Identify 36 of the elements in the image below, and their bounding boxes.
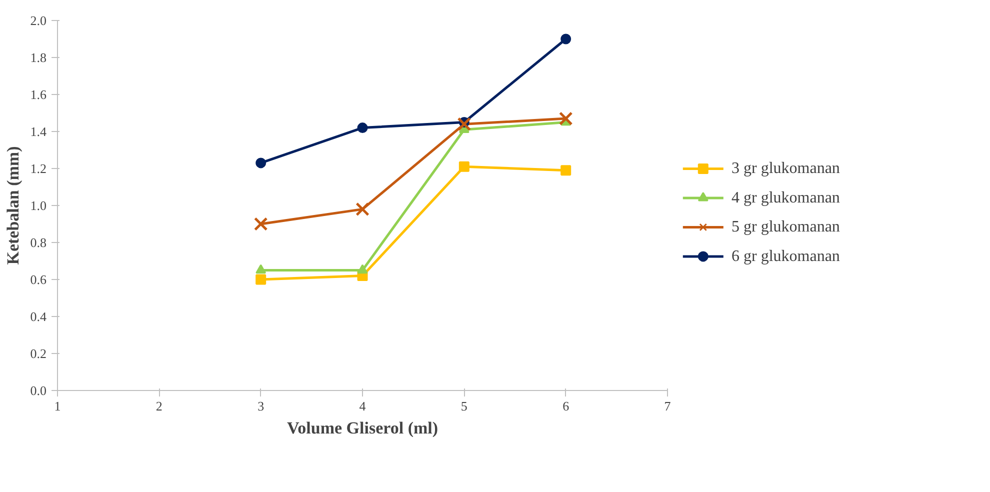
point	[560, 165, 572, 176]
point	[357, 264, 368, 274]
legend-label: 6 gr glukomanan	[732, 248, 840, 265]
point	[256, 274, 266, 285]
point	[458, 161, 470, 172]
y-tick-label: 0.6	[30, 272, 47, 287]
y-tick-label: 0.4	[30, 309, 47, 324]
y-tick-label: 0.0	[30, 383, 46, 398]
point	[558, 112, 573, 126]
y-tick-label: 1.4	[30, 124, 47, 139]
point	[457, 117, 472, 132]
point	[357, 122, 368, 134]
x-axis-title: Volume Gliserol (ml)	[286, 418, 438, 438]
legend-label: 4 gr glukomanan	[732, 189, 840, 206]
y-tick-label: 0.2	[30, 346, 46, 361]
y-tick-label: 2.0	[30, 13, 46, 28]
point	[356, 202, 370, 216]
point	[560, 34, 572, 44]
x-tick-label: 7	[664, 398, 672, 414]
y-tick-label: 0.8	[30, 235, 46, 250]
y-tick-label: 1.6	[30, 87, 47, 102]
point	[256, 158, 266, 168]
y-tick-label: 1.8	[30, 50, 46, 65]
x-tick-label: 6	[562, 398, 570, 414]
legend-label: 5 gr glukomanan	[732, 218, 840, 236]
y-tick-label: 1.2	[30, 161, 46, 176]
point	[256, 264, 266, 274]
x-tick-label: 2	[156, 398, 162, 414]
x-tick-label: 3	[258, 398, 264, 414]
x-tick-label: 4	[359, 398, 366, 414]
y-axis-title: Ketebalan (mm)	[3, 146, 22, 265]
point	[254, 217, 268, 231]
legend-label: 3 gr glukomanan	[732, 160, 840, 178]
x-tick-label: 1	[54, 398, 61, 414]
y-tick-label: 1.0	[30, 198, 46, 213]
x-tick-label: 5	[460, 398, 468, 414]
